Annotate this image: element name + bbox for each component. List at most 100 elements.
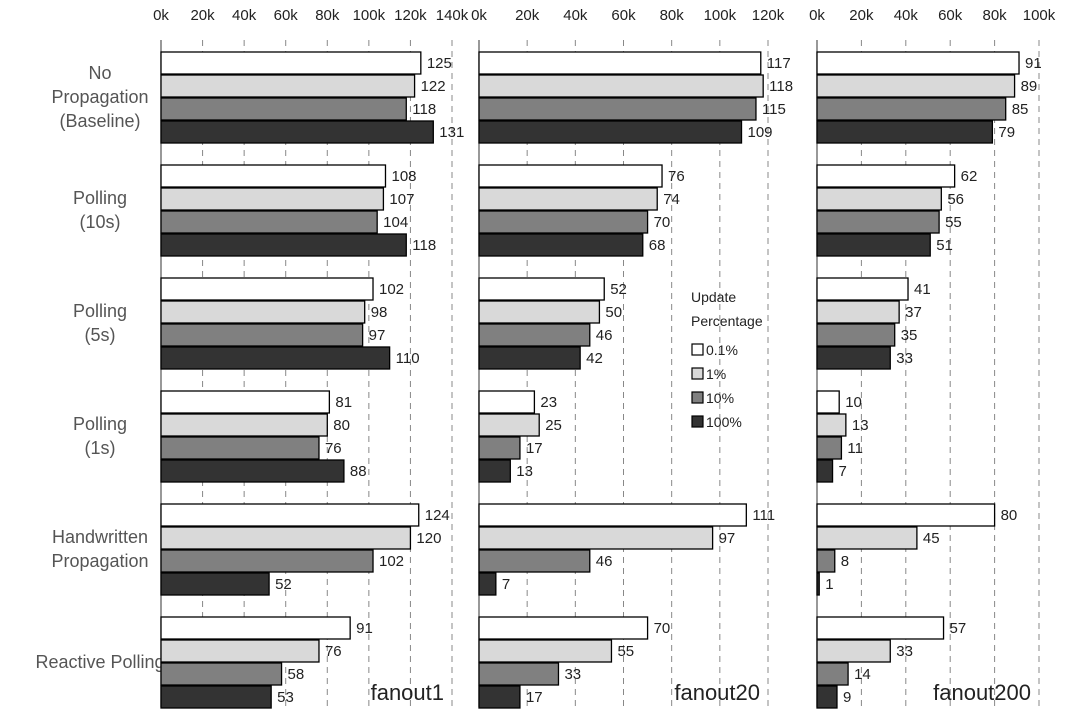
data-label: 41 — [914, 281, 931, 298]
data-label: 7 — [839, 463, 847, 480]
bar — [160, 51, 422, 75]
bar — [478, 390, 536, 414]
category-label: Handwritten — [52, 527, 148, 547]
data-label: 131 — [439, 124, 464, 141]
category-label: Polling — [73, 188, 127, 208]
bar — [478, 503, 747, 527]
data-label: 33 — [896, 643, 913, 660]
x-tick-label: 80k — [983, 7, 1008, 24]
bar — [160, 120, 434, 144]
category-label: Propagation — [51, 87, 148, 107]
panel-title: fanout200 — [933, 680, 1031, 705]
x-tick-label: 20k — [849, 7, 874, 24]
data-label: 118 — [412, 237, 436, 254]
data-label: 56 — [947, 191, 964, 208]
bar — [478, 459, 511, 483]
x-tick-label: 100k — [704, 7, 737, 24]
data-label: 42 — [586, 350, 603, 367]
bar — [478, 413, 540, 437]
legend-swatch — [691, 367, 704, 380]
data-label: 117 — [767, 55, 791, 72]
bar — [160, 662, 283, 686]
x-tick-label: 60k — [611, 7, 636, 24]
data-label: 13 — [516, 463, 533, 480]
data-label: 76 — [325, 440, 342, 457]
bar — [816, 346, 891, 370]
data-label: 81 — [335, 394, 352, 411]
data-label: 118 — [769, 78, 793, 95]
data-label: 46 — [596, 553, 613, 570]
bar — [816, 572, 820, 596]
x-tick-label: 0k — [153, 7, 169, 24]
bar — [816, 97, 1007, 121]
bar — [160, 459, 345, 483]
data-label: 8 — [841, 553, 849, 570]
bar — [160, 346, 391, 370]
bar — [160, 616, 351, 640]
data-label: 11 — [847, 440, 863, 457]
bar — [478, 164, 663, 188]
bar — [816, 210, 940, 234]
bar — [160, 97, 407, 121]
bar — [478, 74, 764, 98]
bar — [816, 503, 996, 527]
category-label: Propagation — [51, 551, 148, 571]
data-label: 33 — [564, 666, 581, 683]
data-label: 80 — [1001, 507, 1018, 524]
data-label: 52 — [275, 576, 292, 593]
bar — [478, 526, 714, 550]
panel-title: fanout1 — [371, 680, 444, 705]
data-label: 88 — [350, 463, 367, 480]
category-label: (1s) — [85, 438, 116, 458]
data-label: 91 — [356, 620, 373, 637]
bar — [478, 549, 591, 573]
data-label: 107 — [389, 191, 414, 208]
legend-label: 1% — [706, 366, 726, 382]
x-tick-label: 20k — [515, 7, 540, 24]
data-label: 70 — [654, 620, 671, 637]
bar — [160, 413, 328, 437]
data-label: 25 — [545, 417, 562, 434]
bar — [816, 233, 931, 257]
bar — [816, 164, 956, 188]
bar — [478, 300, 601, 324]
bar — [816, 300, 900, 324]
bar — [478, 277, 605, 301]
data-label: 57 — [950, 620, 967, 637]
bar — [478, 51, 762, 75]
data-label: 1 — [825, 576, 833, 593]
bar — [160, 436, 320, 460]
data-label: 13 — [852, 417, 869, 434]
bar — [816, 187, 942, 211]
data-label: 23 — [540, 394, 557, 411]
data-label: 97 — [719, 530, 736, 547]
bar — [816, 390, 840, 414]
data-label: 111 — [752, 507, 775, 524]
bar — [478, 210, 649, 234]
legend-swatch — [691, 391, 704, 404]
data-label: 58 — [288, 666, 305, 683]
bar — [816, 436, 843, 460]
bar — [816, 639, 891, 663]
bar — [160, 164, 387, 188]
legend-swatch — [691, 415, 704, 428]
data-label: 68 — [649, 237, 666, 254]
x-tick-label: 120k — [752, 7, 785, 24]
legend-label: 0.1% — [706, 342, 738, 358]
data-label: 122 — [421, 78, 446, 95]
bar — [160, 300, 366, 324]
bar — [160, 187, 385, 211]
bar — [478, 120, 743, 144]
data-label: 55 — [617, 643, 634, 660]
data-label: 14 — [854, 666, 871, 683]
data-label: 45 — [923, 530, 940, 547]
x-tick-label: 100k — [353, 7, 386, 24]
bar — [160, 74, 416, 98]
bar — [478, 187, 658, 211]
data-label: 79 — [998, 124, 1015, 141]
data-label: 53 — [277, 689, 294, 706]
bar — [160, 390, 331, 414]
data-label: 91 — [1025, 55, 1042, 72]
data-label: 62 — [961, 168, 978, 185]
